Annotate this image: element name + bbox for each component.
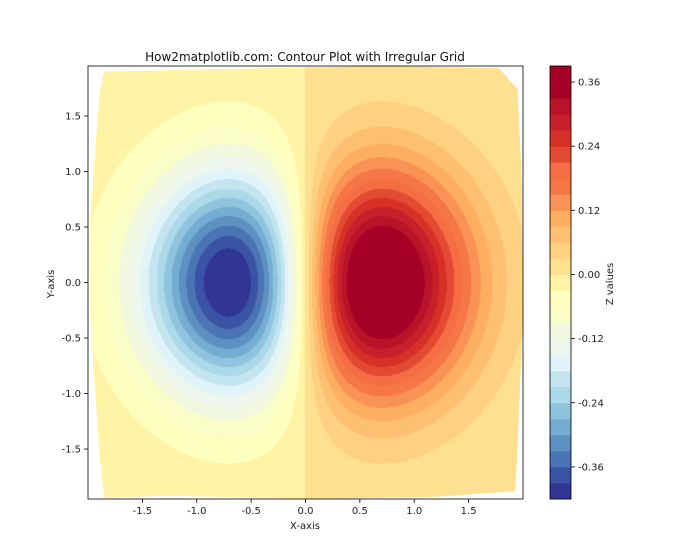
- x-tick-label: 1.0: [406, 506, 422, 517]
- colorbar-tick-label: 0.24: [578, 142, 600, 153]
- colorbar-segment: [550, 322, 571, 340]
- colorbar-tick-label: 0.12: [578, 206, 600, 217]
- colorbar-segment: [550, 482, 571, 500]
- colorbar-tick-label: -0.12: [578, 334, 604, 345]
- x-tick-label: 1.5: [461, 506, 477, 517]
- colorbar-segment: [550, 194, 571, 211]
- colorbar-segment: [550, 66, 571, 83]
- colorbar-segment: [550, 370, 571, 388]
- colorbar-segment: [550, 258, 571, 275]
- colorbar-segment: [550, 130, 571, 147]
- x-axis-ticks: -1.5 -1.0 -0.5 0.0 0.5 1.0 1.5: [133, 499, 477, 517]
- x-tick-label: -1.0: [187, 506, 207, 517]
- colorbar: [549, 65, 572, 500]
- colorbar-tick-label: 0.00: [578, 270, 600, 281]
- y-tick-label: 1.0: [65, 167, 81, 178]
- colorbar-ticks: -0.36 -0.24 -0.12 0.00 0.12 0.24 0.36: [571, 78, 604, 473]
- colorbar-segment: [550, 242, 571, 259]
- colorbar-tick-label: -0.24: [578, 398, 604, 409]
- x-tick-label: -0.5: [241, 506, 261, 517]
- y-tick-label: 0.0: [65, 278, 81, 289]
- colorbar-segment: [550, 162, 571, 179]
- colorbar-tick-label: 0.36: [578, 78, 600, 89]
- colorbar-segment: [550, 418, 571, 436]
- y-tick-label: -0.5: [61, 334, 81, 345]
- colorbar-label: Z values: [605, 263, 616, 306]
- chart-title: How2matplotlib.com: Contour Plot with Ir…: [145, 50, 465, 64]
- colorbar-segment: [550, 290, 571, 307]
- contour-fill-image: [89, 66, 523, 499]
- y-tick-label: 1.5: [65, 111, 81, 122]
- colorbar-segment: [550, 82, 571, 99]
- x-tick-label: 0.0: [298, 506, 314, 517]
- y-tick-label: 0.5: [65, 222, 81, 233]
- colorbar-frame: [549, 65, 572, 500]
- colorbar-segment: [550, 114, 571, 131]
- colorbar-segment: [550, 210, 571, 227]
- y-tick-label: -1.0: [61, 389, 81, 400]
- colorbar-segment: [550, 354, 571, 372]
- y-axis-ticks: -1.5 -1.0 -0.5 0.0 0.5 1.0 1.5: [61, 111, 88, 456]
- x-tick-label: -1.5: [133, 506, 153, 517]
- colorbar-tick-label: -0.36: [578, 462, 604, 473]
- colorbar-segment: [550, 466, 571, 484]
- y-tick-label: -1.5: [61, 445, 81, 456]
- colorbar-segment: [550, 98, 571, 115]
- contour-fill-area: [89, 66, 523, 499]
- colorbar-segment: [550, 306, 571, 323]
- colorbar-segment: [550, 146, 571, 163]
- colorbar-segment: [550, 178, 571, 195]
- y-axis-label: Y-axis: [46, 270, 57, 300]
- x-tick-label: 0.5: [352, 506, 368, 517]
- colorbar-segment: [550, 338, 571, 356]
- x-axis-label: X-axis: [290, 521, 320, 532]
- colorbar-segment: [550, 226, 571, 243]
- colorbar-segment: [550, 386, 571, 404]
- colorbar-segment: [550, 450, 571, 468]
- colorbar-segment: [550, 274, 571, 291]
- colorbar-segment: [550, 434, 571, 452]
- colorbar-segment: [550, 402, 571, 420]
